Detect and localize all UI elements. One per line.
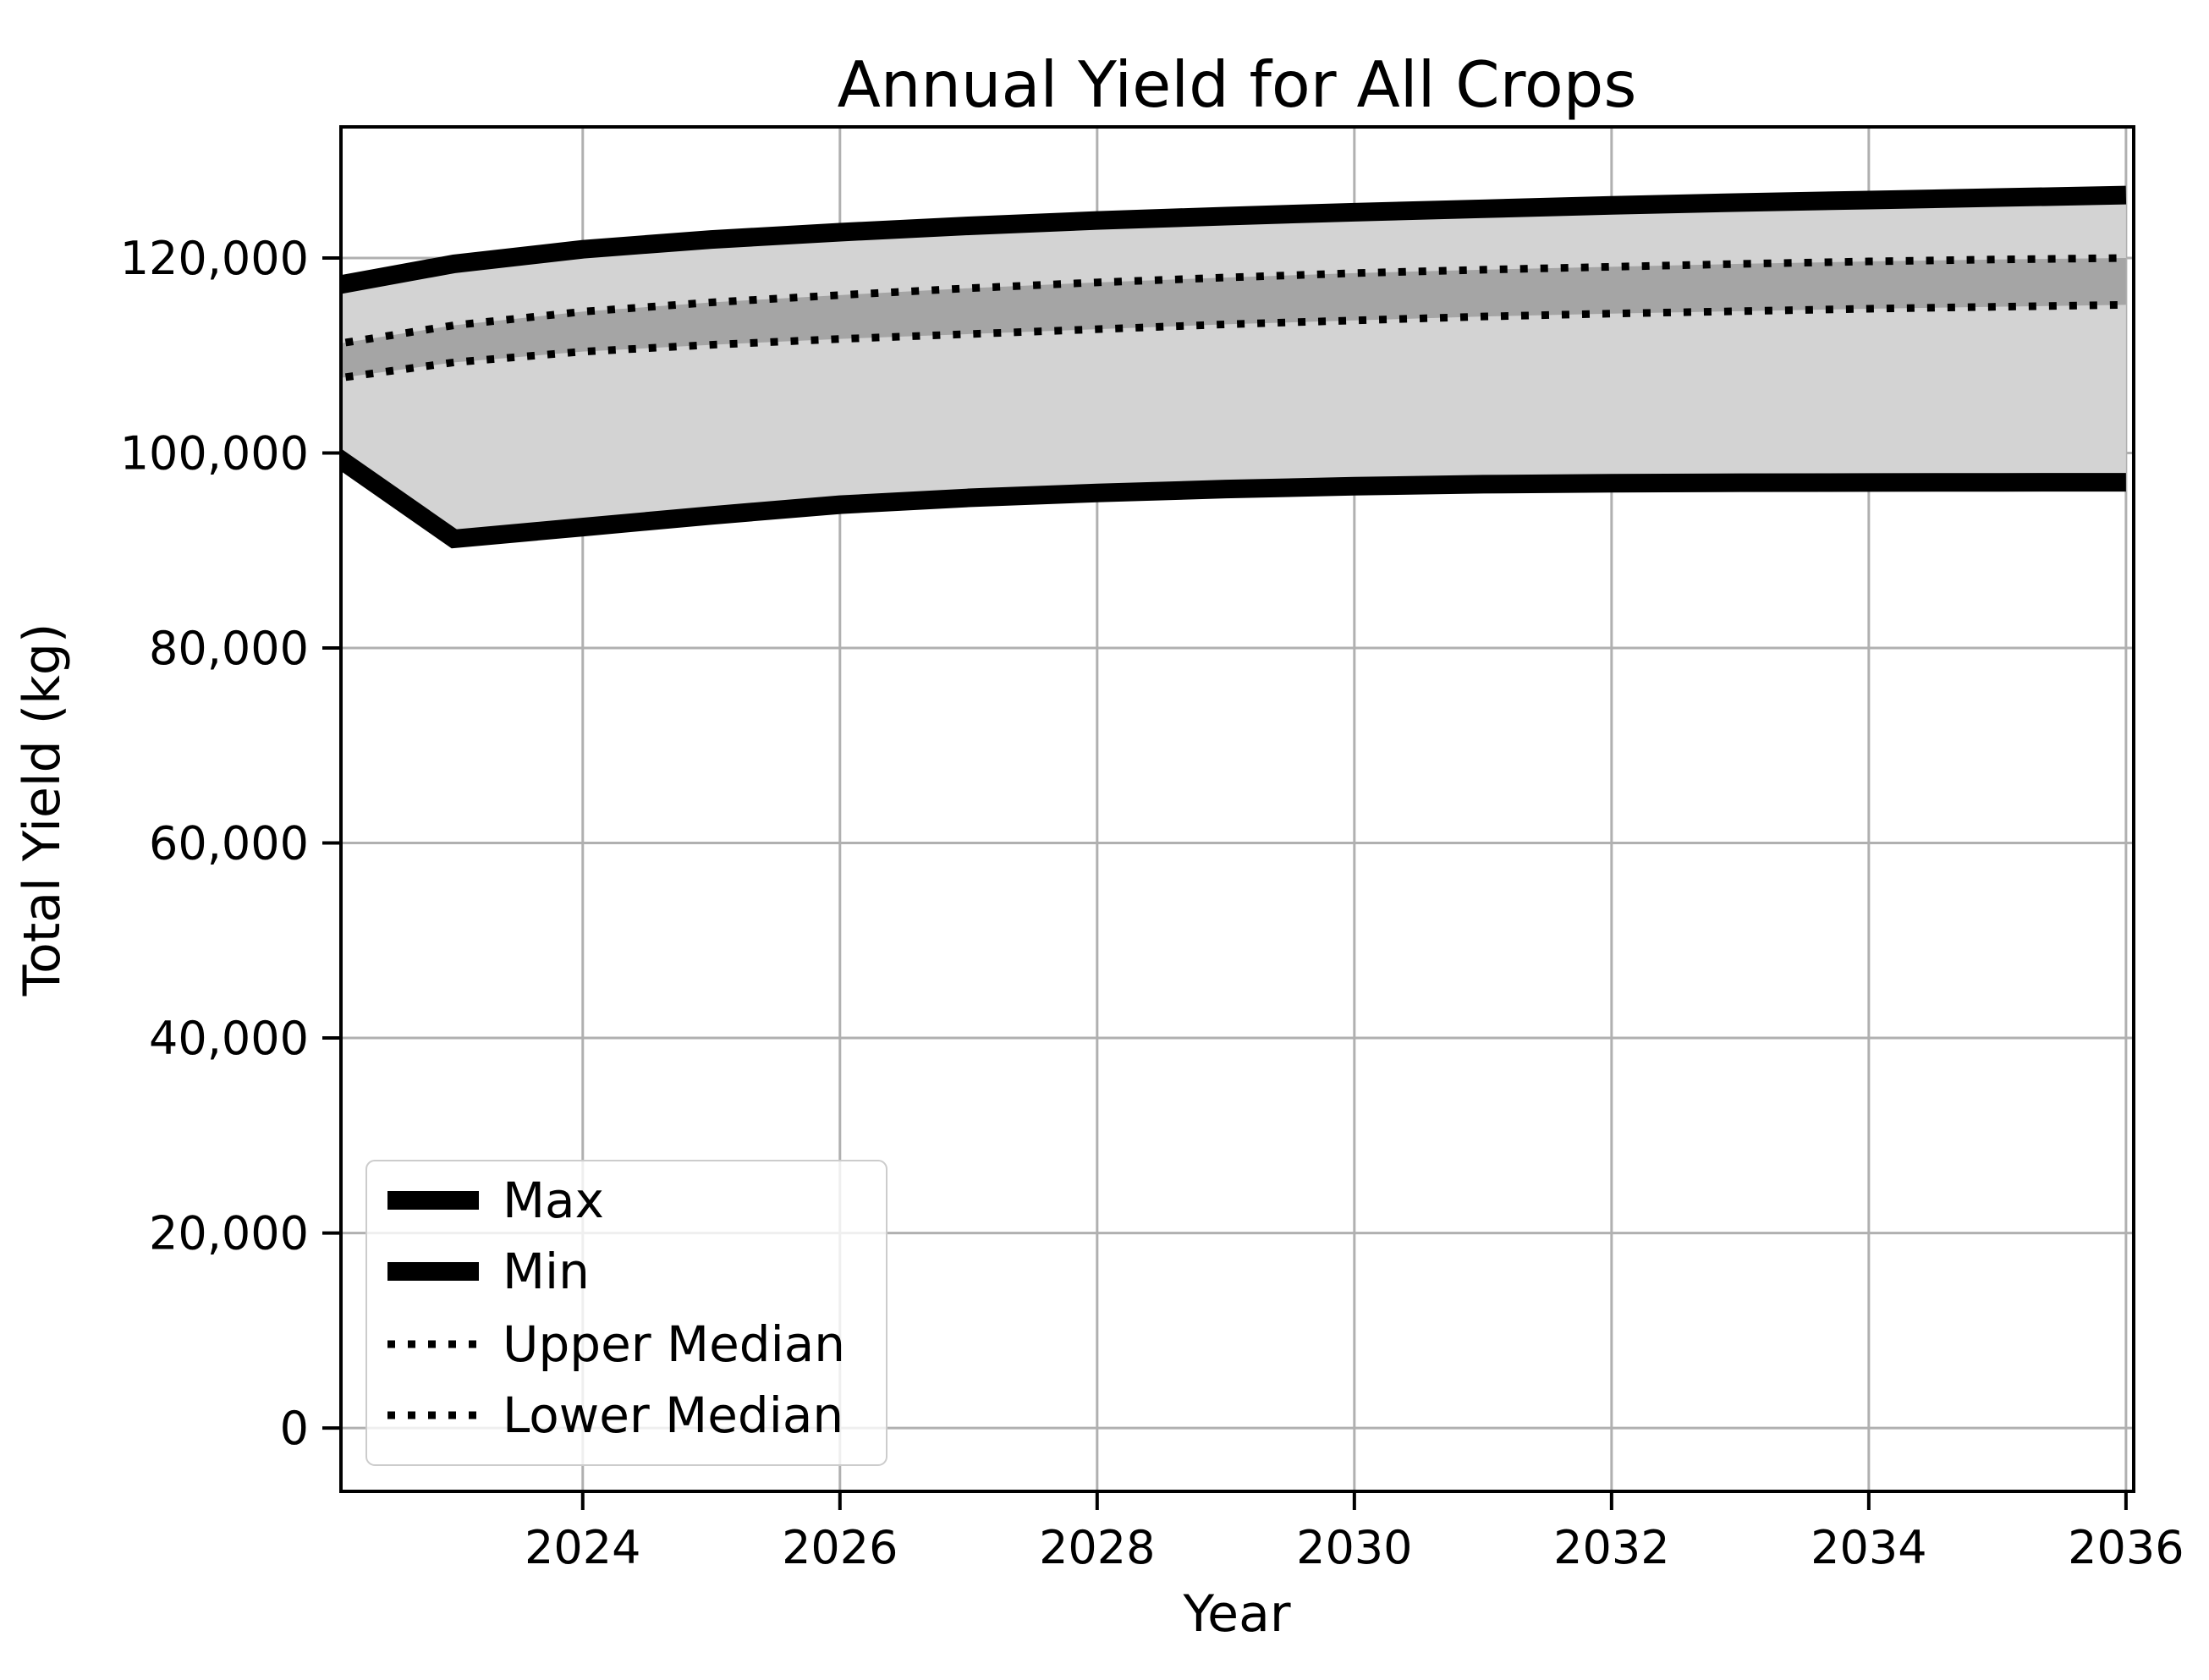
y-tick-label-80000: 80,000	[149, 622, 309, 675]
y-tick-label-120000: 120,000	[120, 232, 309, 285]
axis-ticks: 2024 2026 2028 2030 2032 2034 2036 0 20,000 40,00…	[120, 232, 2184, 1574]
plot-frame	[339, 125, 2135, 1493]
y-tick-label-100000: 100,000	[120, 427, 309, 480]
x-tick-label-2032: 2032	[1553, 1521, 1669, 1574]
x-tick-label-2034: 2034	[1811, 1521, 1926, 1574]
legend-label-lower-median: Lower Median	[503, 1386, 843, 1444]
y-tick-label-40000: 40,000	[149, 1012, 309, 1065]
y-axis-label: Total Yield (kg)	[13, 623, 72, 997]
y-tick-label-60000: 60,000	[149, 817, 309, 870]
series-layer	[341, 185, 2127, 549]
legend: Max Min Upper Median Lower Median	[365, 1160, 887, 1466]
x-tick-label-2026: 2026	[782, 1521, 898, 1574]
x-tick-label-2030: 2030	[1296, 1521, 1412, 1574]
series-line-upper-median	[341, 254, 2126, 348]
median-band	[341, 258, 2126, 378]
y-tick-label-20000: 20,000	[149, 1207, 309, 1260]
chart-plot-area: 2024 2026 2028 2030 2032 2034 2036 0 20,000 40,00…	[120, 125, 2184, 1574]
x-axis-label: Year	[1182, 1584, 1290, 1644]
legend-label-max: Max	[503, 1172, 604, 1229]
x-tick-label-2028: 2028	[1039, 1521, 1155, 1574]
y-tick-label-0: 0	[280, 1402, 309, 1455]
legend-label-min: Min	[503, 1243, 590, 1300]
x-tick-label-2024: 2024	[525, 1521, 640, 1574]
legend-box	[365, 1160, 887, 1466]
series-line-lower-median	[341, 300, 2126, 382]
x-tick-label-2036: 2036	[2068, 1521, 2184, 1574]
series-line-max	[341, 185, 2127, 294]
legend-label-upper-median: Upper Median	[503, 1315, 845, 1373]
series-line-min	[341, 448, 2126, 549]
chart-title: Annual Yield for All Crops	[838, 47, 1637, 122]
